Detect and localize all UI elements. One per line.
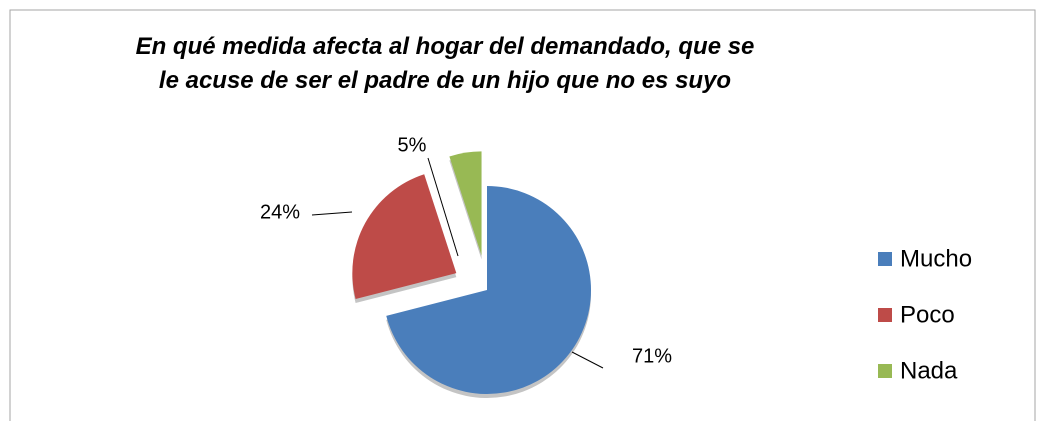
legend-label: Nada (900, 357, 958, 384)
data-label: 24% (260, 201, 300, 223)
chart-title: En qué medida afecta al hogar del demand… (135, 33, 755, 94)
chart-frame (9, 9, 1036, 421)
leader-line (427, 157, 459, 257)
legend-swatch (878, 364, 892, 378)
data-label: 5% (398, 134, 427, 156)
legend-swatch (878, 308, 892, 322)
pie-slice (449, 151, 482, 256)
leader-line (571, 351, 604, 369)
leader-line (311, 211, 353, 216)
pie-slice (386, 186, 591, 395)
legend-label: Mucho (900, 245, 972, 272)
data-label: 71% (632, 345, 672, 367)
legend-swatch (878, 252, 892, 266)
legend-label: Poco (900, 301, 955, 328)
pie-slice (352, 174, 457, 300)
